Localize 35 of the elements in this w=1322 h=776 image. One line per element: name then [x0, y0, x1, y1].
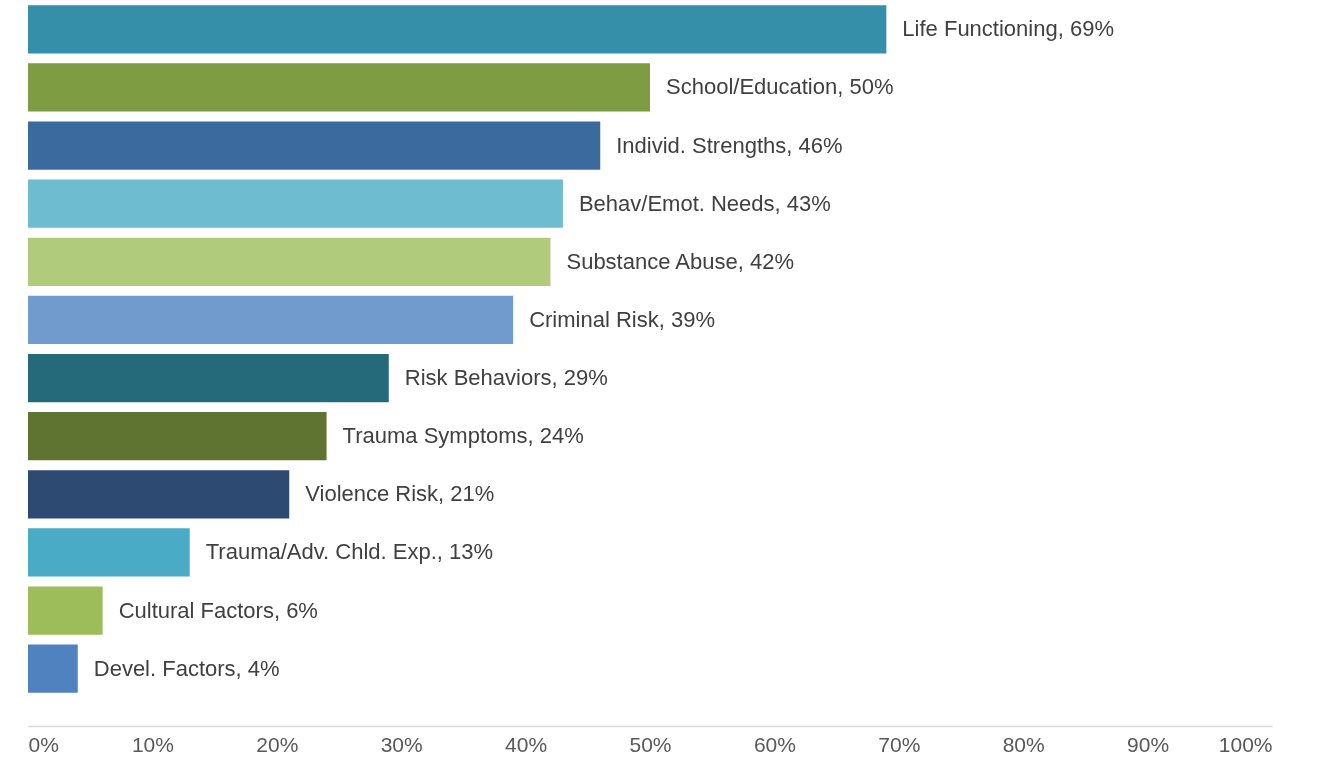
data-label: Violence Risk, 21% — [305, 481, 495, 507]
data-label: Individ. Strengths, 46% — [616, 132, 843, 158]
bar — [28, 237, 551, 286]
x-tick-label: 80% — [1002, 732, 1045, 756]
bar — [28, 121, 601, 170]
data-label: Criminal Risk, 39% — [529, 306, 715, 332]
bar — [28, 644, 78, 693]
x-tick-label: 30% — [380, 732, 423, 756]
data-label: Trauma/Adv. Chld. Exp., 13% — [205, 539, 494, 565]
x-tick-label: 50% — [629, 732, 672, 756]
data-label: Trauma Symptoms, 24% — [342, 423, 584, 449]
x-tick-label: 90% — [1127, 732, 1170, 756]
data-label: Substance Abuse, 42% — [566, 248, 794, 274]
bar — [28, 353, 389, 403]
data-label: School/Education, 50% — [666, 74, 894, 100]
bar — [28, 586, 103, 635]
data-label: Life Functioning, 69% — [902, 16, 1114, 42]
x-tick-label: 100% — [1218, 732, 1273, 756]
data-label: Behav/Emot. Needs, 43% — [578, 190, 831, 216]
bar — [28, 412, 327, 461]
x-tick-label: 70% — [878, 732, 921, 756]
bar — [28, 5, 887, 54]
x-tick-label: 10% — [131, 732, 174, 756]
bar — [28, 63, 650, 112]
data-label: Risk Behaviors, 29% — [404, 365, 608, 391]
x-tick-label: 40% — [505, 732, 548, 756]
bar — [28, 295, 514, 345]
x-tick-label: 60% — [753, 732, 796, 756]
data-label: Cultural Factors, 6% — [118, 597, 318, 623]
x-tick-label: 0% — [28, 732, 59, 756]
bar — [28, 528, 190, 577]
x-tick-label: 20% — [256, 732, 299, 756]
bar — [28, 470, 290, 519]
data-label: Devel. Factors, 4% — [93, 655, 280, 681]
bar — [28, 179, 563, 228]
